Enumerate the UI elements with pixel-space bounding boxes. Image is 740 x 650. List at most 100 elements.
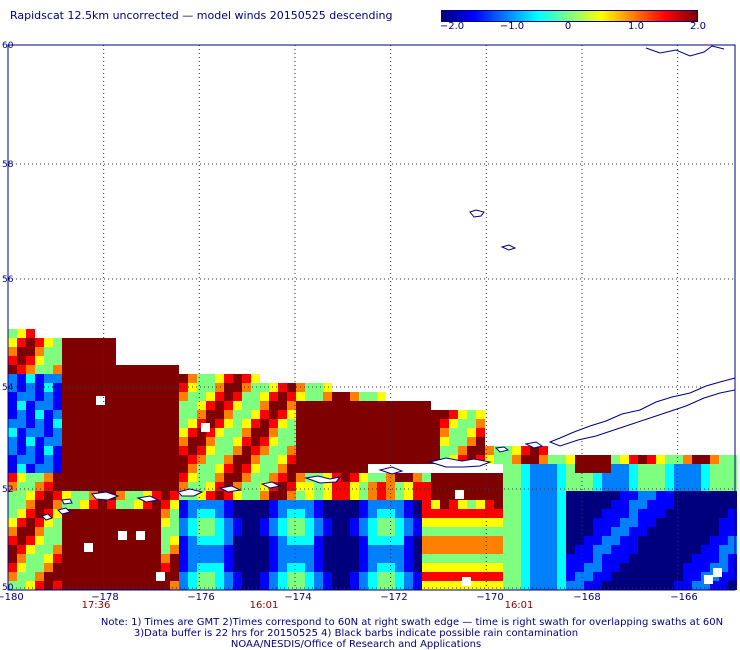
swath-cell — [125, 455, 134, 464]
swath-cell — [440, 518, 449, 527]
swath-cell — [215, 410, 224, 419]
swath-cell — [323, 392, 332, 401]
lon-label: −174 — [284, 592, 311, 603]
swath-cell — [296, 401, 305, 410]
swath-cell — [467, 410, 476, 419]
swath-cell — [530, 473, 539, 482]
swath-cell — [350, 563, 359, 572]
swath-cell — [413, 491, 422, 500]
swath-cell — [35, 518, 44, 527]
swath-cell — [107, 347, 116, 356]
swath-cell — [728, 518, 737, 527]
swath-cell — [692, 500, 701, 509]
swath-cell — [242, 419, 251, 428]
swath-cell — [260, 518, 269, 527]
swath-cell — [332, 410, 341, 419]
swath-cell — [386, 536, 395, 545]
swath-cell — [53, 518, 62, 527]
swath-cell — [458, 536, 467, 545]
swath-cell — [35, 347, 44, 356]
swath-cell — [197, 545, 206, 554]
swath-cell — [683, 572, 692, 581]
swath-cell — [386, 455, 395, 464]
swath-cell — [404, 437, 413, 446]
swath-cell — [215, 581, 224, 590]
swath-cell — [44, 347, 53, 356]
swath-cell — [116, 482, 125, 491]
swath-cell — [539, 545, 548, 554]
swath-cell — [233, 446, 242, 455]
swath-cell — [494, 536, 503, 545]
swath-cell — [710, 455, 719, 464]
swath-cell — [665, 500, 674, 509]
swath-cell — [656, 482, 665, 491]
swath-cell — [467, 554, 476, 563]
swath-cell — [278, 491, 287, 500]
swath-cell — [476, 518, 485, 527]
swath-cell — [98, 401, 107, 410]
swath-cell — [44, 392, 53, 401]
swath-cell — [71, 383, 80, 392]
swath-cell — [215, 509, 224, 518]
swath-cell — [8, 554, 17, 563]
swath-cell — [125, 365, 134, 374]
swath-cell — [359, 392, 368, 401]
missing-cell — [96, 396, 105, 405]
swath-cell — [611, 473, 620, 482]
swath-cell — [53, 374, 62, 383]
swath-cell — [251, 383, 260, 392]
swath-cell — [611, 491, 620, 500]
swath-cell — [494, 500, 503, 509]
swath-cell — [179, 437, 188, 446]
swath-cell — [116, 518, 125, 527]
swath-cell — [152, 491, 161, 500]
swath-cell — [35, 536, 44, 545]
swath-cell — [134, 500, 143, 509]
swath-cell — [305, 545, 314, 554]
swath-cell — [350, 464, 359, 473]
swath-cell — [539, 482, 548, 491]
swath-cell — [323, 455, 332, 464]
swath-cell — [179, 482, 188, 491]
swath-cell — [152, 509, 161, 518]
swath-cell — [422, 527, 431, 536]
swath-cell — [170, 374, 179, 383]
swath-cell — [449, 500, 458, 509]
swath-cell — [575, 527, 584, 536]
swath-cell — [386, 518, 395, 527]
swath-cell — [17, 338, 26, 347]
swath-cell — [269, 509, 278, 518]
swath-cell — [431, 491, 440, 500]
swath-cell — [26, 509, 35, 518]
swath-cell — [71, 518, 80, 527]
swath-cell — [368, 401, 377, 410]
swath-cell — [35, 527, 44, 536]
swath-cell — [188, 572, 197, 581]
swath-cell — [422, 500, 431, 509]
swath-cell — [260, 545, 269, 554]
swath-cell — [278, 554, 287, 563]
swath-cell — [710, 581, 719, 590]
swath-cell — [152, 365, 161, 374]
swath-cell — [8, 410, 17, 419]
lon-label: −170 — [476, 592, 503, 603]
swath-cell — [449, 473, 458, 482]
swath-cell — [350, 491, 359, 500]
swath-cell — [629, 473, 638, 482]
swath-cell — [80, 464, 89, 473]
swath-cell — [638, 491, 647, 500]
swath-cell — [296, 554, 305, 563]
swath-cell — [17, 509, 26, 518]
coastline-island — [500, 244, 517, 251]
swath-cell — [422, 455, 431, 464]
coastline-island — [524, 441, 544, 449]
swath-cell — [701, 545, 710, 554]
swath-cell — [53, 527, 62, 536]
swath-cell — [206, 401, 215, 410]
swath-cell — [314, 383, 323, 392]
swath-cell — [134, 437, 143, 446]
swath-cell — [62, 500, 71, 509]
swath-cell — [368, 392, 377, 401]
swath-cell — [539, 563, 548, 572]
swath-cell — [98, 356, 107, 365]
